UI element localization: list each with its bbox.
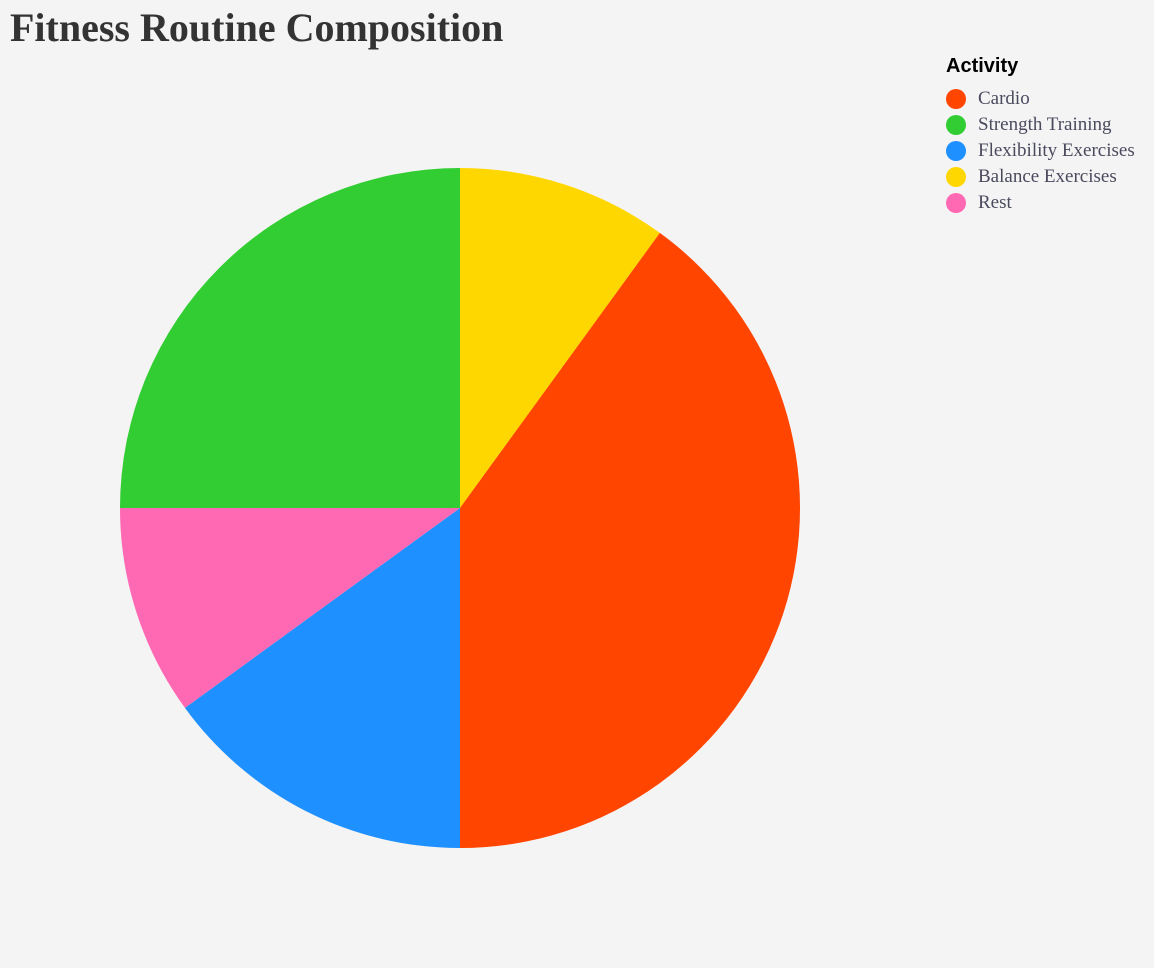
legend-swatch-cardio [946,89,966,109]
legend-swatch-strength-training [946,115,966,135]
pie-slices [120,168,801,848]
legend-item-balance-exercises: Balance Exercises [946,164,1135,190]
legend-item-flexibility-exercises: Flexibility Exercises [946,138,1135,164]
chart-title: Fitness Routine Composition [10,5,504,50]
pie-slice-strength-training [120,168,460,508]
legend-swatch-rest [946,193,966,213]
legend-swatch-flexibility-exercises [946,141,966,161]
legend-item-cardio: Cardio [946,86,1135,112]
legend-label-flexibility-exercises: Flexibility Exercises [978,140,1135,161]
pie-slice-rest [120,508,460,708]
pie-slice-cardio [460,232,801,848]
legend-title: Activity [946,55,1019,77]
legend-item-rest: Rest [946,190,1135,216]
legend-label-rest: Rest [978,192,1012,213]
legend-items: Cardio Strength Training Flexibility Exerc… [946,86,1135,216]
pie-slice-flexibility-exercises [184,508,460,848]
legend-label-balance-exercises: Balance Exercises [978,166,1117,187]
legend-swatch-balance-exercises [946,167,966,187]
legend-item-strength-training: Strength Training [946,112,1135,138]
legend: Activity Cardio Strength Training Flexibil… [946,55,1135,216]
pie-slice-balance-exercises [460,168,660,508]
legend-label-strength-training: Strength Training [978,114,1112,135]
legend-label-cardio: Cardio [978,88,1030,109]
